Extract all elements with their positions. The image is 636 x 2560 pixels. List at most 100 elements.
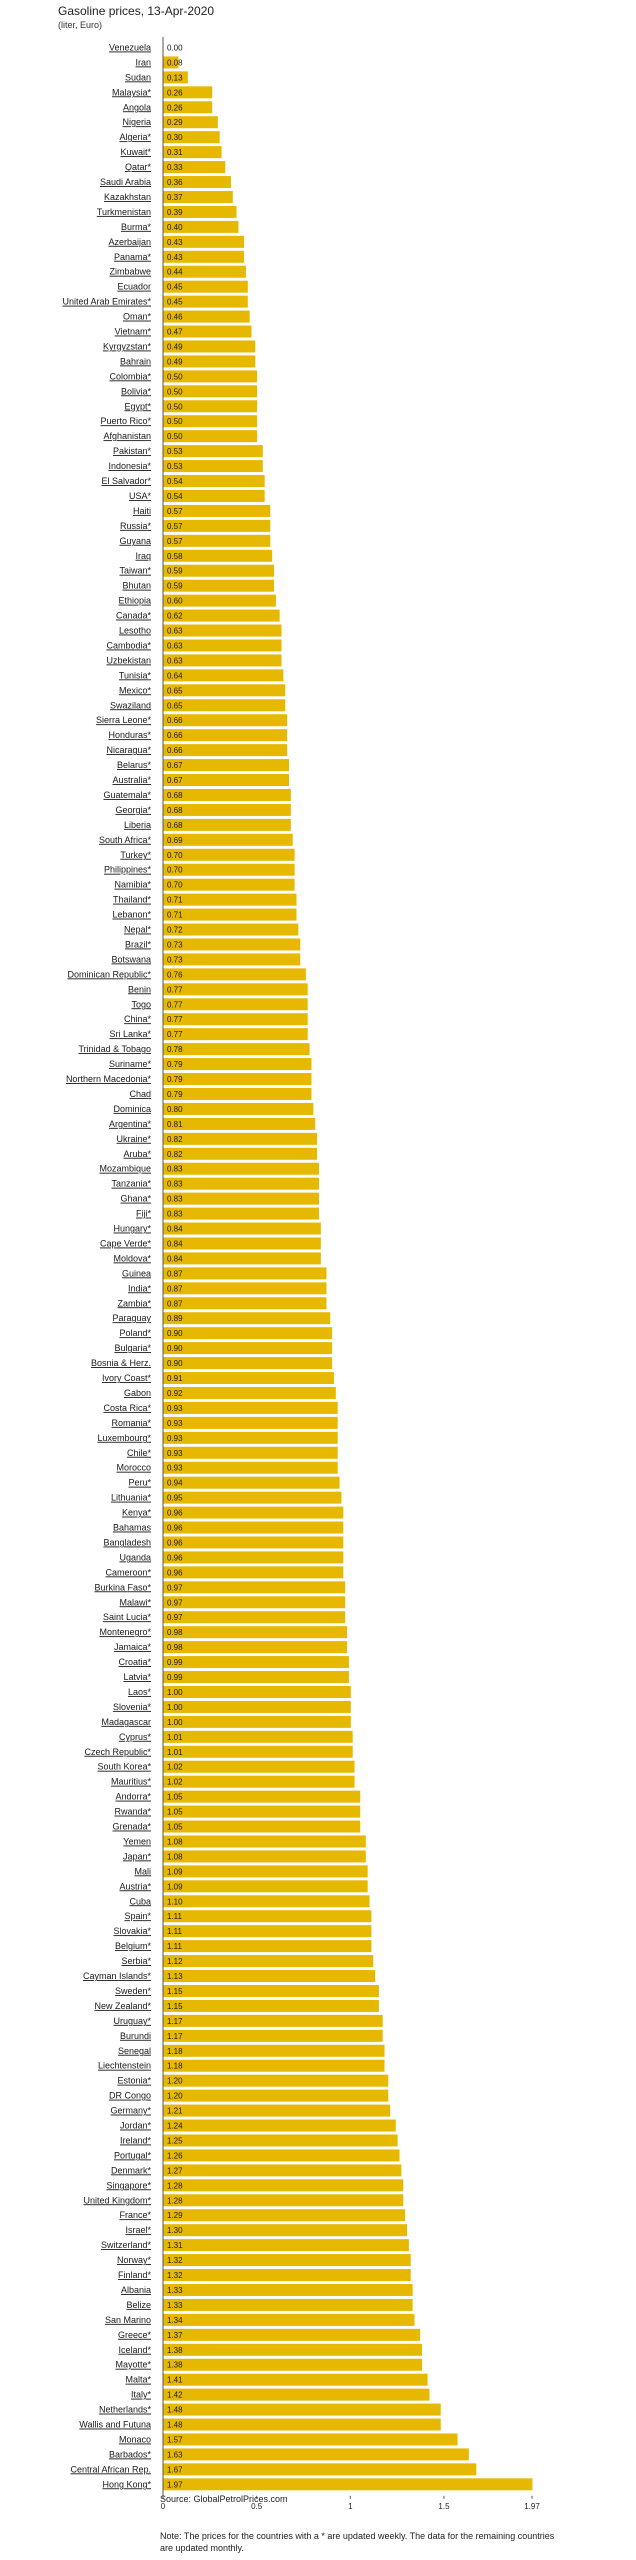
value-label: 0.43 xyxy=(167,238,183,247)
value-label: 0.63 xyxy=(167,627,183,636)
value-label: 0.45 xyxy=(167,298,183,307)
value-label: 0.37 xyxy=(167,193,183,202)
bar xyxy=(163,1835,366,1848)
x-tick-label: 1.97 xyxy=(524,2502,540,2511)
bar xyxy=(163,2149,400,2162)
category-label: Saint Lucia* xyxy=(103,1612,152,1622)
category-label: Uruguay* xyxy=(113,2016,151,2026)
value-label: 0.40 xyxy=(167,223,183,232)
category-label: Nepal* xyxy=(124,925,152,935)
value-label: 0.70 xyxy=(167,866,183,875)
bar xyxy=(163,759,289,772)
bar xyxy=(163,370,258,383)
bar xyxy=(163,519,271,532)
value-label: 1.38 xyxy=(167,2361,183,2370)
value-label: 0.81 xyxy=(167,1120,183,1129)
category-label: Israel* xyxy=(125,2225,151,2235)
category-label: Romania* xyxy=(111,1418,151,1428)
value-label: 0.96 xyxy=(167,1538,183,1547)
value-label: 0.68 xyxy=(167,821,183,830)
category-label: Bahrain xyxy=(120,356,151,366)
value-label: 1.48 xyxy=(167,2421,183,2430)
category-label: Bulgaria* xyxy=(114,1343,151,1353)
value-label: 0.96 xyxy=(167,1568,183,1577)
bar xyxy=(163,1805,361,1818)
category-label: Slovenia* xyxy=(113,1702,152,1712)
value-label: 0.63 xyxy=(167,656,183,665)
bar xyxy=(163,684,286,697)
category-label: Australia* xyxy=(112,775,151,785)
category-label: Estonia* xyxy=(117,2076,151,2086)
category-label: Rwanda* xyxy=(114,1807,151,1817)
bar xyxy=(163,2373,428,2386)
bar xyxy=(163,190,233,203)
bar xyxy=(163,176,231,189)
category-label: Switzerland* xyxy=(101,2240,152,2250)
bar xyxy=(163,729,288,742)
category-label: Tunisia* xyxy=(119,670,152,680)
value-label: 1.05 xyxy=(167,1793,183,1802)
value-label: 1.21 xyxy=(167,2107,183,2116)
value-label: 0.99 xyxy=(167,1658,183,1667)
value-label: 1.15 xyxy=(167,1987,183,1996)
bar xyxy=(163,669,284,682)
category-label: Honduras* xyxy=(108,730,151,740)
bar xyxy=(163,2119,396,2132)
bar xyxy=(163,2179,404,2192)
category-label: Czech Republic* xyxy=(84,1747,151,1757)
bar xyxy=(163,1685,351,1698)
value-label: 1.10 xyxy=(167,1897,183,1906)
value-label: 0.44 xyxy=(167,268,183,277)
value-label: 0.96 xyxy=(167,1553,183,1562)
bar xyxy=(163,1252,321,1265)
category-label: Latvia* xyxy=(123,1672,151,1682)
bar xyxy=(163,1386,336,1399)
bar xyxy=(163,445,263,458)
category-label: Colombia* xyxy=(109,371,151,381)
value-label: 0.69 xyxy=(167,836,183,845)
bar xyxy=(163,1955,374,1968)
category-label: Togo xyxy=(131,999,151,1009)
bar xyxy=(163,1506,344,1519)
category-label: Aruba* xyxy=(123,1149,151,1159)
value-label: 0.90 xyxy=(167,1359,183,1368)
bar xyxy=(163,2328,421,2341)
value-label: 0.94 xyxy=(167,1479,183,1488)
category-label: Ethiopia xyxy=(118,596,151,606)
value-label: 0.79 xyxy=(167,1060,183,1069)
value-label: 1.33 xyxy=(167,2301,183,2310)
value-label: 1.17 xyxy=(167,2017,183,2026)
value-label: 0.30 xyxy=(167,133,183,142)
category-label: Jamaica* xyxy=(114,1642,152,1652)
category-label: Bhutan xyxy=(122,581,151,591)
bar xyxy=(163,1013,308,1026)
bar xyxy=(163,1073,312,1086)
value-label: 0.66 xyxy=(167,731,183,740)
bar xyxy=(163,1476,340,1489)
category-label: Cayman Islands* xyxy=(83,1971,152,1981)
value-label: 1.27 xyxy=(167,2166,183,2175)
bar xyxy=(163,385,258,398)
bar xyxy=(163,310,250,323)
category-label: Haiti xyxy=(133,506,151,516)
category-label: Burkina Faso* xyxy=(94,1582,151,1592)
bar xyxy=(163,968,306,981)
bar xyxy=(163,415,258,428)
bar xyxy=(163,863,295,876)
category-label: Italy* xyxy=(131,2390,152,2400)
value-label: 0.60 xyxy=(167,597,183,606)
category-label: Kazakhstan xyxy=(104,192,151,202)
value-label: 0.99 xyxy=(167,1673,183,1682)
value-label: 0.83 xyxy=(167,1165,183,1174)
value-label: 0.76 xyxy=(167,970,183,979)
category-label: Ireland* xyxy=(120,2135,152,2145)
category-label: Georgia* xyxy=(115,805,151,815)
bar xyxy=(163,1880,368,1893)
category-label: Guinea xyxy=(122,1268,151,1278)
category-label: Benin xyxy=(128,984,151,994)
bar xyxy=(163,953,301,966)
value-label: 1.20 xyxy=(167,2092,183,2101)
bar xyxy=(163,1730,353,1743)
chart-note: Note: The prices for the countries with … xyxy=(160,2531,555,2553)
bar xyxy=(163,1446,338,1459)
